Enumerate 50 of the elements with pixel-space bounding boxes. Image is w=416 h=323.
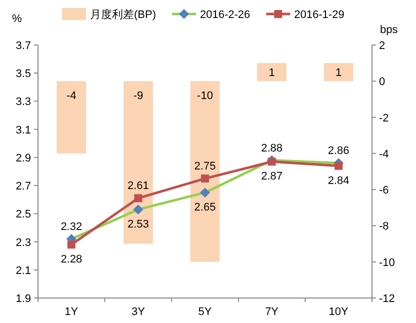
data-label: 2.84 xyxy=(328,174,350,187)
y2-tick-label: -6 xyxy=(379,184,389,197)
point xyxy=(334,162,343,170)
y2-tick-label: 0 xyxy=(379,76,386,88)
y2-tick-label: -10 xyxy=(379,256,395,269)
y-tick-label: 2.3 xyxy=(16,236,31,249)
data-label: 2.61 xyxy=(127,180,149,192)
data-label: -4 xyxy=(66,90,76,102)
y-tick-label: 3.3 xyxy=(16,96,31,108)
y-tick-label: 3.1 xyxy=(16,124,31,136)
data-label: 2.88 xyxy=(261,142,283,154)
legend-label: 2016-1-29 xyxy=(294,9,344,21)
y-tick-label: 2.5 xyxy=(16,208,31,221)
y-tick-label: 3.7 xyxy=(16,40,31,52)
data-label: 2.32 xyxy=(60,220,82,233)
y2-tick-label: 2 xyxy=(379,40,386,52)
point xyxy=(133,204,144,214)
legend-label: 月度利差(BP) xyxy=(90,8,156,21)
y2-tick-label: -4 xyxy=(379,148,389,160)
y-tick-label: 2.7 xyxy=(16,180,31,193)
x-tick-label: 7Y xyxy=(265,306,280,318)
data-label: 2.53 xyxy=(127,218,149,230)
x-tick-label: 5Y xyxy=(198,306,212,318)
y-tick-label: 3.5 xyxy=(16,68,31,80)
y-axis-title: % xyxy=(12,13,22,25)
data-label: 1 xyxy=(268,67,275,80)
y-tick-label: 2.1 xyxy=(16,264,31,277)
x-tick-label: 10Y xyxy=(328,306,350,318)
data-label: -9 xyxy=(133,90,144,102)
y-tick-label: 1.9 xyxy=(16,293,31,305)
data-label: -10 xyxy=(197,90,213,102)
y2-tick-label: -12 xyxy=(379,293,395,305)
point xyxy=(134,194,142,202)
data-label: 2.86 xyxy=(328,145,350,158)
legend-label: 2016-2-26 xyxy=(200,9,250,21)
data-label: 2.87 xyxy=(261,170,283,183)
point xyxy=(201,174,209,183)
y2-axis-title: bps xyxy=(380,24,398,36)
data-label: 2.75 xyxy=(194,160,216,173)
x-tick-label: 1Y xyxy=(64,306,79,318)
y-tick-label: 2.9 xyxy=(16,152,31,164)
data-label: 2.65 xyxy=(194,202,216,214)
y2-tick-label: -2 xyxy=(379,112,389,124)
data-label: 2.28 xyxy=(60,254,82,266)
data-label: 1 xyxy=(336,67,342,80)
y2-tick-label: -8 xyxy=(379,220,389,233)
point xyxy=(268,158,276,166)
x-tick-label: 3Y xyxy=(131,306,146,318)
point xyxy=(200,188,210,198)
point xyxy=(67,240,76,249)
